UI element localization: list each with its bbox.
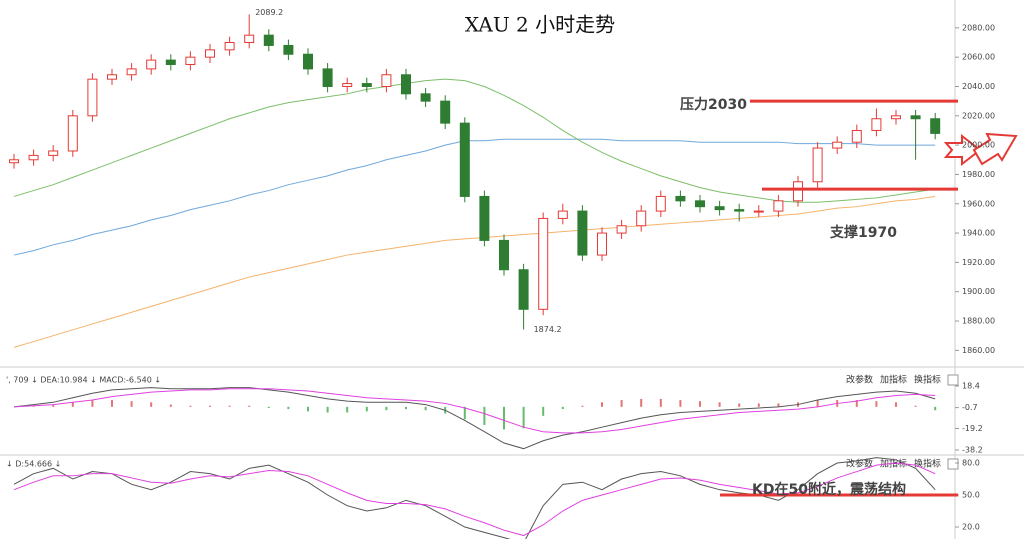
macd-line (13, 387, 936, 450)
candle-body (734, 209, 745, 212)
panel-button[interactable]: 换指标 (914, 458, 941, 470)
y-tick-label: 2040.00 (962, 82, 995, 91)
macd-line (13, 388, 936, 434)
candle-body (753, 210, 764, 213)
candle-body (361, 83, 372, 87)
indicator-legend: ', 709 ↓ DEA:10.984 ↓ MACD:-6.540 ↓ (6, 376, 161, 385)
candle-body (146, 59, 157, 70)
arrow-icon (943, 133, 982, 167)
candle-body (597, 232, 607, 256)
candle-body (185, 56, 196, 65)
arrow-icon (972, 132, 1018, 166)
candle-body (930, 118, 941, 134)
min-label: 1874.2 (534, 325, 562, 334)
candle-body (263, 34, 274, 46)
y-tick-label: 20.0 (962, 523, 980, 532)
y-tick-label: 2080.00 (962, 23, 995, 32)
candle-body (107, 74, 117, 80)
candle-body (342, 83, 353, 87)
y-tick-label: 2020.00 (962, 111, 995, 120)
candle-body (87, 78, 98, 117)
candle-body (557, 210, 568, 219)
annotation-label: 支撑1970 (829, 224, 897, 241)
candle-body (793, 181, 803, 202)
y-tick-label: 1980.00 (962, 170, 995, 179)
candle-body (714, 206, 725, 211)
candle-body (773, 200, 784, 212)
y-tick-label: 80.0 (962, 459, 980, 468)
panel-button[interactable]: 换指标 (914, 374, 941, 386)
candle-body (126, 68, 137, 76)
y-tick-label: 50.0 (962, 491, 980, 500)
candle-body (440, 100, 451, 124)
close-button[interactable] (947, 458, 959, 470)
annotation-label: 压力2030 (680, 96, 747, 113)
y-tick-label: 1960.00 (962, 199, 995, 208)
candle-body (499, 239, 509, 271)
annotation-label: KD在50附近，震荡结构 (752, 481, 906, 498)
candle-body (675, 195, 686, 202)
candle-body (165, 59, 176, 65)
candle-body (67, 115, 78, 152)
candle-body (322, 68, 333, 87)
candle-body (420, 93, 431, 102)
candle-body (244, 34, 255, 44)
candle-body (224, 42, 235, 51)
y-tick-label: -0.7 (962, 403, 978, 412)
candle-body (832, 141, 843, 149)
candle-body (283, 44, 294, 55)
candle-body (303, 53, 313, 70)
candle-body (48, 150, 59, 156)
moving-average-line (13, 138, 936, 256)
candle-body (9, 159, 19, 164)
candle-body (459, 122, 470, 197)
candle-body (910, 115, 921, 120)
panel-button[interactable]: 改参数 (846, 458, 873, 470)
candle-body (518, 269, 529, 310)
y-tick-label: -38.2 (962, 446, 983, 455)
y-tick-label: 1880.00 (962, 317, 995, 326)
candle-body (812, 147, 823, 183)
y-tick-label: 18.4 (962, 382, 980, 391)
candle-body (891, 115, 901, 120)
candle-body (655, 195, 666, 212)
y-tick-label: 1860.00 (962, 346, 995, 355)
close-button[interactable] (947, 374, 959, 386)
y-tick-label: 1940.00 (962, 229, 995, 238)
panel-button[interactable]: 加指标 (880, 374, 907, 386)
y-tick-label: 2060.00 (962, 53, 995, 62)
indicator-legend: ↓ D:54.666 ↓ (6, 460, 61, 469)
y-tick-label: 1920.00 (962, 258, 995, 267)
candle-body (636, 210, 647, 227)
chart-title: XAU 2 小时走势 (465, 13, 615, 37)
candle-body (871, 118, 882, 131)
candle-body (28, 154, 39, 161)
candle-body (381, 74, 392, 87)
y-tick-label: 2000.00 (962, 141, 995, 150)
panel-button[interactable]: 改参数 (846, 374, 873, 386)
y-tick-label: 1900.00 (962, 287, 995, 296)
candle-body (205, 49, 215, 58)
candle-body (401, 74, 411, 95)
candle-body (851, 129, 862, 143)
candle-body (479, 195, 490, 241)
y-tick-label: -19.2 (962, 424, 983, 433)
candle-body (695, 200, 705, 208)
candle-body (577, 210, 588, 256)
candle-body (616, 225, 627, 234)
moving-average-line (13, 195, 936, 348)
candle-body (538, 217, 549, 310)
max-label: 2089.2 (255, 8, 283, 17)
